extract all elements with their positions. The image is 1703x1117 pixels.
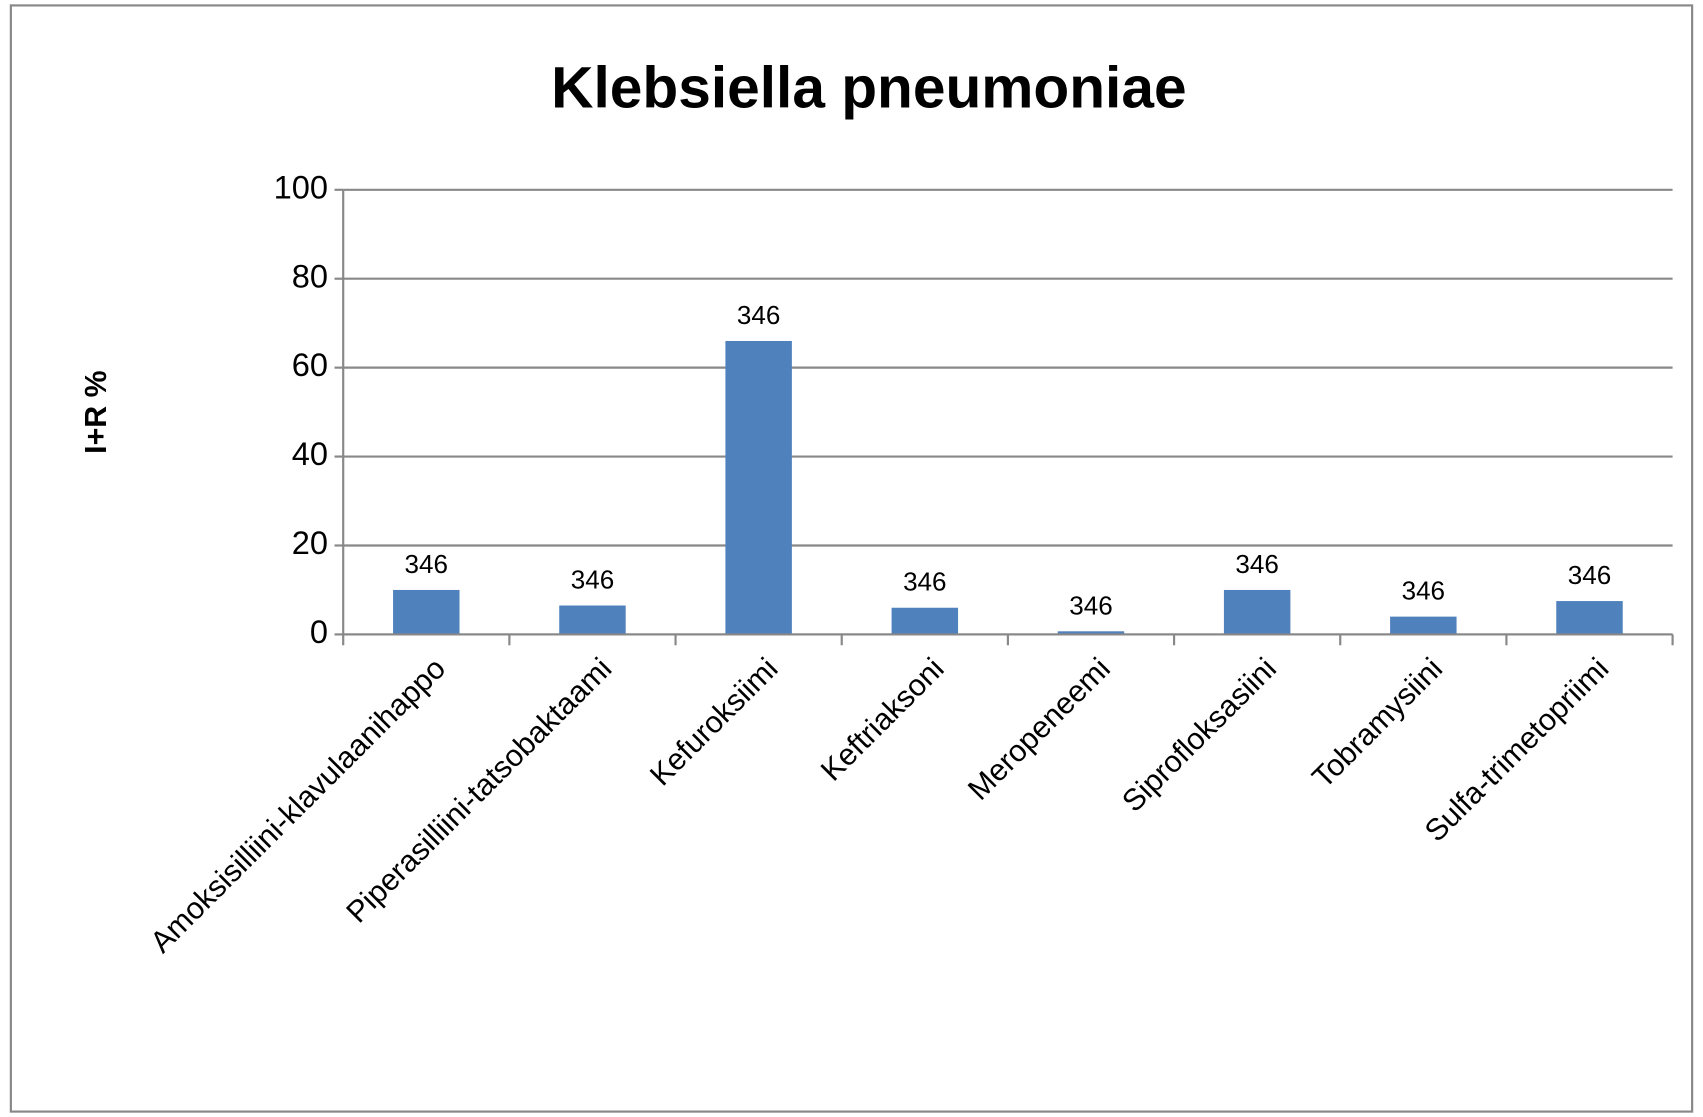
data-label: 346 bbox=[1568, 560, 1611, 590]
data-label: 346 bbox=[1402, 576, 1445, 606]
data-label: 346 bbox=[405, 549, 448, 579]
bar bbox=[1223, 589, 1291, 635]
data-label: 346 bbox=[903, 567, 946, 597]
data-label: 346 bbox=[737, 300, 780, 330]
bar bbox=[559, 605, 626, 635]
bar bbox=[1057, 631, 1125, 635]
bar bbox=[891, 607, 959, 635]
bar bbox=[393, 589, 460, 635]
bar bbox=[1390, 616, 1457, 635]
data-label: 346 bbox=[571, 565, 614, 595]
y-tick-label: 100 bbox=[274, 169, 328, 205]
chart-title: Klebsiella pneumoniae bbox=[551, 56, 1186, 121]
chart-frame bbox=[9, 4, 1694, 1113]
y-axis-label: I+R % bbox=[79, 370, 113, 453]
bar bbox=[725, 340, 792, 635]
y-tick-label: 20 bbox=[292, 525, 328, 561]
y-tick-label: 0 bbox=[310, 614, 328, 650]
bar bbox=[1556, 601, 1623, 635]
y-tick-label: 40 bbox=[292, 436, 328, 472]
y-tick-label: 80 bbox=[292, 258, 328, 294]
data-label: 346 bbox=[1235, 549, 1278, 579]
data-label: 346 bbox=[1069, 590, 1112, 620]
y-tick-label: 60 bbox=[292, 347, 328, 383]
